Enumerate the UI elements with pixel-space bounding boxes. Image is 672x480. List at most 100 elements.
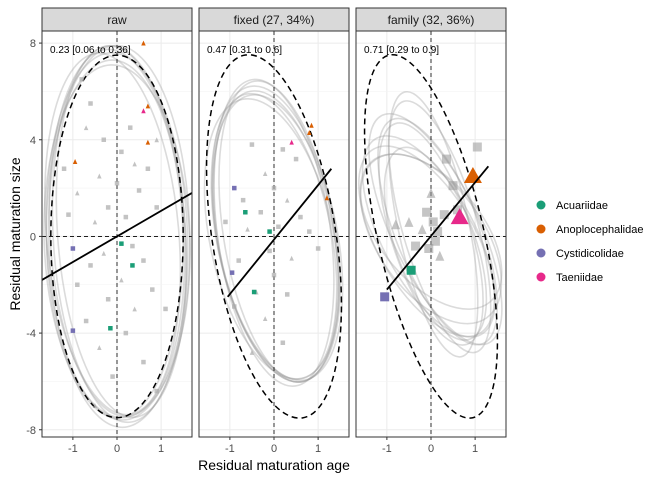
data-point-anoplocephalidae [307, 130, 312, 135]
posterior-ellipse [203, 97, 340, 380]
data-point-grey [271, 272, 277, 278]
data-point-cystidicolidae [380, 292, 390, 302]
data-point-grey [433, 227, 443, 237]
facet-title: raw [107, 13, 127, 27]
data-point-grey [280, 340, 286, 345]
data-point-anoplocephalidae [324, 195, 330, 201]
data-point-grey [439, 210, 449, 220]
data-point-acuariidae [130, 263, 135, 268]
data-point-cystidicolidae [70, 328, 76, 333]
data-point-grey [105, 205, 111, 210]
data-point-grey [61, 166, 67, 171]
data-point-taeniidae [141, 108, 146, 114]
x-tick-label: -1 [382, 443, 392, 455]
posterior-ellipse [211, 94, 344, 382]
x-tick-label: 0 [428, 443, 434, 455]
data-point-grey [404, 216, 414, 227]
legend-key-taeniidae [536, 272, 546, 282]
data-point-grey [105, 297, 111, 302]
data-point-grey [249, 349, 255, 355]
data-point-grey [391, 219, 401, 230]
data-point-cystidicolidae [232, 185, 237, 191]
posterior-ellipse [358, 145, 496, 338]
data-point-grey [249, 142, 255, 147]
data-point-acuariidae [406, 265, 416, 275]
data-point-grey [293, 156, 299, 162]
y-tick-label: 0 [30, 231, 36, 243]
panel-content [199, 31, 349, 437]
data-point-grey [448, 181, 458, 191]
posterior-ellipse [368, 112, 503, 346]
panel-3: family (32, 36%) 0.71 [0.29 to 0.9] -1 0 1 [355, 7, 507, 455]
legend-label: Acuariidae [556, 200, 608, 212]
data-point-grey [435, 250, 445, 261]
legend-key-cystidicolidae [536, 248, 546, 258]
data-point-grey [426, 187, 436, 198]
data-point-acuariidae [267, 229, 272, 234]
data-point-grey [123, 330, 129, 336]
data-point-grey [119, 149, 124, 155]
data-point-acuariidae [251, 289, 257, 295]
data-point-grey [441, 154, 451, 164]
posterior-ellipse [388, 100, 492, 354]
data-point-grey [298, 214, 303, 220]
regression-line [386, 165, 490, 291]
data-point-grey [245, 226, 250, 232]
data-point-grey [154, 137, 159, 143]
data-point-grey [240, 197, 246, 203]
data-point-grey [127, 125, 133, 130]
data-point-grey [145, 166, 151, 171]
panel-content [42, 31, 192, 437]
data-point-grey [232, 304, 237, 309]
data-point-grey [154, 388, 159, 394]
data-point-anoplocephalidae [145, 139, 151, 145]
data-point-grey [267, 248, 272, 254]
x-tick-label: -1 [225, 443, 235, 455]
legend: Acuariidae Anoplocephalidae Cystidicolidae… [536, 200, 643, 284]
data-point-cystidicolidae [229, 270, 235, 275]
posterior-ellipse [359, 153, 503, 325]
posterior-ellipse [47, 44, 191, 429]
data-point-grey [422, 207, 432, 217]
regression-line [226, 168, 333, 298]
panel-content [356, 31, 506, 437]
y-axis-title: Residual maturation size [7, 157, 23, 311]
data-point-grey [114, 181, 120, 186]
correlation-annotation: 0.23 [0.06 to 0.36] [50, 45, 131, 56]
data-point-grey [79, 77, 84, 82]
data-point-acuariidae [119, 241, 124, 246]
mean-ellipse [363, 53, 499, 419]
x-tick-label: -1 [68, 443, 78, 455]
y-tick-label: 4 [30, 135, 36, 147]
data-point-grey [75, 282, 80, 287]
data-point-grey [262, 171, 268, 177]
data-point-anoplocephalidae [309, 122, 314, 128]
posterior-ellipse [218, 80, 339, 384]
data-point-grey [88, 263, 93, 268]
mean-ellipse [205, 54, 343, 419]
data-point-grey [452, 205, 462, 215]
data-point-grey [276, 224, 281, 229]
y-tick-label: -8 [26, 425, 36, 437]
posterior-ellipse [212, 90, 340, 383]
x-tick-label: 0 [114, 443, 120, 455]
data-point-grey [472, 142, 482, 152]
data-point-grey [315, 246, 321, 251]
regression-line [42, 192, 192, 281]
data-point-cystidicolidae [70, 246, 76, 251]
data-point-grey [163, 306, 168, 312]
data-point-grey [123, 214, 129, 220]
x-tick-label: 1 [472, 443, 478, 455]
x-tick-label: 1 [158, 443, 164, 455]
data-point-grey [119, 277, 124, 283]
posterior-ellipse [213, 78, 335, 387]
posterior-ellipse [378, 122, 484, 346]
facet-title: fixed (27, 34%) [234, 13, 315, 27]
posterior-ellipse [210, 92, 338, 380]
data-point-grey [92, 403, 98, 409]
legend-label: Taeniidae [556, 272, 603, 284]
posterior-ellipse [45, 52, 189, 421]
data-point-grey [66, 212, 71, 217]
data-point-grey [136, 188, 142, 193]
